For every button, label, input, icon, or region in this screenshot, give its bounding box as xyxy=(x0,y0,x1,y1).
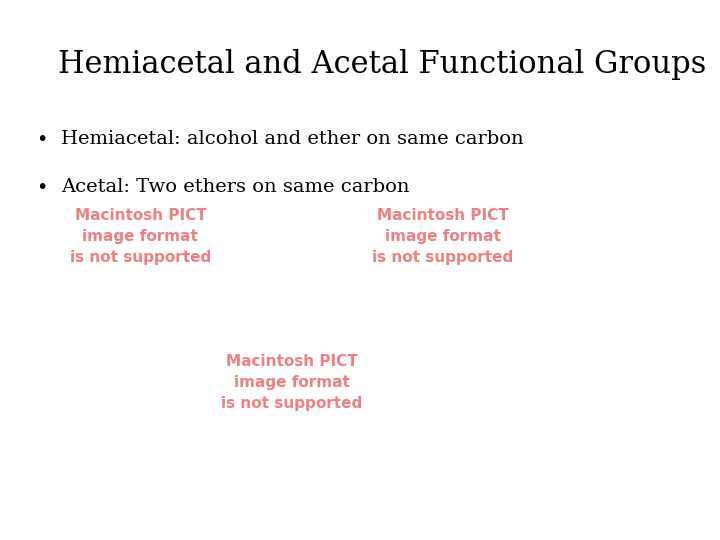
Text: Acetal: Two ethers on same carbon: Acetal: Two ethers on same carbon xyxy=(61,178,410,196)
Text: Macintosh PICT
image format
is not supported: Macintosh PICT image format is not suppo… xyxy=(372,208,513,265)
Text: Macintosh PICT
image format
is not supported: Macintosh PICT image format is not suppo… xyxy=(70,208,211,265)
Text: Macintosh PICT
image format
is not supported: Macintosh PICT image format is not suppo… xyxy=(221,354,362,411)
Text: Hemiacetal: alcohol and ether on same carbon: Hemiacetal: alcohol and ether on same ca… xyxy=(61,130,524,147)
Text: Hemiacetal and Acetal Functional Groups: Hemiacetal and Acetal Functional Groups xyxy=(58,49,706,79)
Text: •: • xyxy=(36,130,48,148)
Text: •: • xyxy=(36,178,48,197)
